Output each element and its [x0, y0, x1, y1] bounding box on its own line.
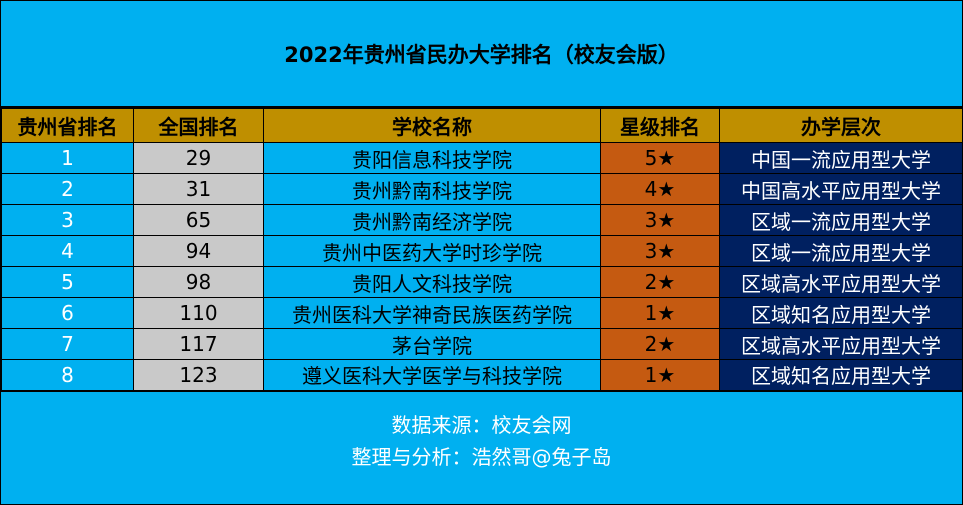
star-rank: 2★: [600, 266, 720, 298]
national-rank: 65: [133, 204, 264, 236]
star-rank: 4★: [600, 173, 720, 205]
table-row: 4 94 贵州中医药大学时珍学院 3★ 区域一流应用型大学: [1, 235, 963, 267]
footer: 数据来源：校友会网 整理与分析：浩然哥@兔子岛: [1, 392, 962, 490]
table-row: 2 31 贵州黔南科技学院 4★ 中国高水平应用型大学: [1, 173, 963, 205]
school-level: 中国一流应用型大学: [719, 142, 963, 174]
province-rank: 8: [1, 359, 134, 392]
school-name: 贵州黔南经济学院: [263, 204, 601, 236]
header-national-rank: 全国排名: [133, 108, 264, 143]
national-rank: 31: [133, 173, 264, 205]
school-name: 贵州中医药大学时珍学院: [263, 235, 601, 267]
star-rank: 5★: [600, 142, 720, 174]
school-level: 区域高水平应用型大学: [719, 328, 963, 360]
national-rank: 94: [133, 235, 264, 267]
table-row: 3 65 贵州黔南经济学院 3★ 区域一流应用型大学: [1, 204, 963, 236]
star-rank: 3★: [600, 204, 720, 236]
national-rank: 110: [133, 297, 264, 329]
ranking-table: 贵州省排名 全国排名 学校名称 星级排名 办学层次 1 29 贵阳信息科技学院 …: [1, 108, 963, 392]
school-level: 区域一流应用型大学: [719, 235, 963, 267]
table-row: 5 98 贵阳人文科技学院 2★ 区域高水平应用型大学: [1, 266, 963, 298]
school-name: 遵义医科大学医学与科技学院: [263, 359, 601, 392]
province-rank: 5: [1, 266, 134, 298]
province-rank: 4: [1, 235, 134, 267]
national-rank: 98: [133, 266, 264, 298]
province-rank: 2: [1, 173, 134, 205]
table-row: 8 123 遵义医科大学医学与科技学院 1★ 区域知名应用型大学: [1, 359, 963, 392]
data-source-note: 数据来源：校友会网: [391, 412, 572, 437]
table-row: 6 110 贵州医科大学神奇民族医药学院 1★ 区域知名应用型大学: [1, 297, 963, 329]
star-rank: 2★: [600, 328, 720, 360]
school-level: 区域知名应用型大学: [719, 297, 963, 329]
school-name: 贵州医科大学神奇民族医药学院: [263, 297, 601, 329]
school-name: 贵阳信息科技学院: [263, 142, 601, 174]
province-rank: 7: [1, 328, 134, 360]
star-rank: 1★: [600, 297, 720, 329]
province-rank: 6: [1, 297, 134, 329]
school-level: 区域一流应用型大学: [719, 204, 963, 236]
table-row: 7 117 茅台学院 2★ 区域高水平应用型大学: [1, 328, 963, 360]
page-title: 2022年贵州省民办大学排名（校友会版）: [1, 1, 962, 108]
school-level: 中国高水平应用型大学: [719, 173, 963, 205]
school-name: 贵阳人文科技学院: [263, 266, 601, 298]
school-level: 区域高水平应用型大学: [719, 266, 963, 298]
header-star-rank: 星级排名: [600, 108, 720, 143]
header-province-rank: 贵州省排名: [1, 108, 134, 143]
national-rank: 117: [133, 328, 264, 360]
table-header-row: 贵州省排名 全国排名 学校名称 星级排名 办学层次: [1, 108, 963, 143]
school-name: 茅台学院: [263, 328, 601, 360]
star-rank: 1★: [600, 359, 720, 392]
star-rank: 3★: [600, 235, 720, 267]
author-note: 整理与分析：浩然哥@兔子岛: [351, 444, 612, 469]
national-rank: 29: [133, 142, 264, 174]
national-rank: 123: [133, 359, 264, 392]
school-name: 贵州黔南科技学院: [263, 173, 601, 205]
header-school-name: 学校名称: [263, 108, 601, 143]
province-rank: 3: [1, 204, 134, 236]
province-rank: 1: [1, 142, 134, 174]
school-level: 区域知名应用型大学: [719, 359, 963, 392]
table-row: 1 29 贵阳信息科技学院 5★ 中国一流应用型大学: [1, 142, 963, 174]
header-level: 办学层次: [719, 108, 963, 143]
